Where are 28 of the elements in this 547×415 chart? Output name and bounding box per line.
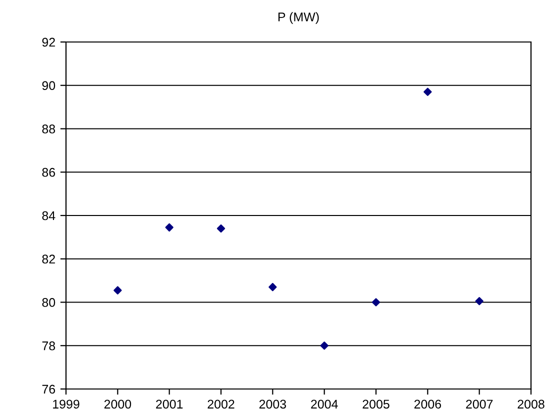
x-tick-label: 1999: [53, 400, 80, 409]
y-tick-label: 92: [42, 38, 55, 47]
y-tick-label: 76: [42, 384, 56, 394]
point: [216, 224, 226, 233]
x-tick-label: 2000: [104, 400, 132, 409]
x-tick-label: 2003: [259, 400, 286, 409]
y-tick-label: 88: [42, 124, 56, 134]
x-tick-label: 2006: [414, 400, 442, 409]
x-tick-label: 2002: [208, 400, 234, 409]
y-tick-label: 90: [42, 81, 56, 90]
x-tick-label: 2008: [518, 400, 544, 409]
x-tick-label: 2001: [156, 400, 183, 409]
chart-title: P (MW): [278, 12, 319, 24]
y-tick-label: 84: [42, 211, 56, 220]
y-tick-label: 80: [42, 298, 56, 307]
x-tick-label: 2005: [362, 400, 390, 409]
y-tick-label: 82: [42, 254, 55, 264]
point: [372, 298, 380, 306]
point: [424, 88, 432, 96]
point: [165, 223, 174, 232]
point: [475, 297, 484, 306]
point: [268, 282, 277, 292]
y-tick-label: 78: [42, 341, 56, 350]
x-tick-label: 2007: [466, 400, 493, 409]
point: [320, 342, 328, 350]
point: [114, 286, 122, 294]
x-tick-label: 2004: [311, 400, 338, 409]
y-tick-label: 86: [42, 168, 56, 177]
